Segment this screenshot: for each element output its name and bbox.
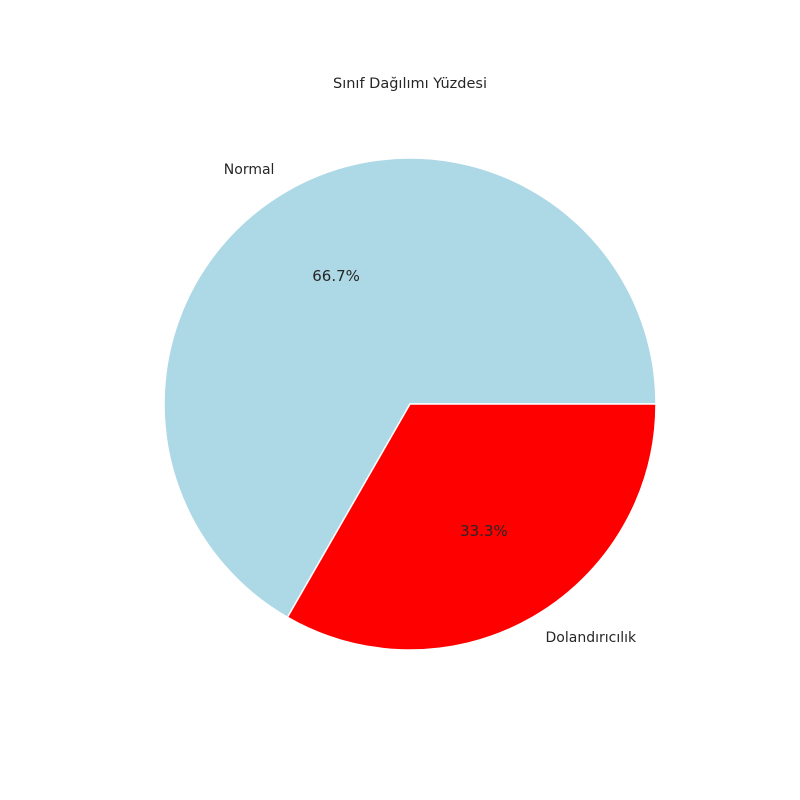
chart-title: Sınıf Dağılımı Yüzdesi (333, 76, 487, 92)
slice-label-1: Normal (224, 162, 275, 178)
labels-layer: Normal 66.7% Dolandırıcılık 33.3% (224, 162, 637, 646)
slice-label-2: Dolandırıcılık (546, 630, 637, 646)
pie-slice-2 (286, 403, 657, 651)
slice-percent-label-2: 33.3% (460, 522, 508, 540)
pie-slice-1 (163, 157, 657, 619)
slice-percent-label-1: 66.7% (312, 267, 360, 285)
slices-layer (163, 157, 657, 651)
